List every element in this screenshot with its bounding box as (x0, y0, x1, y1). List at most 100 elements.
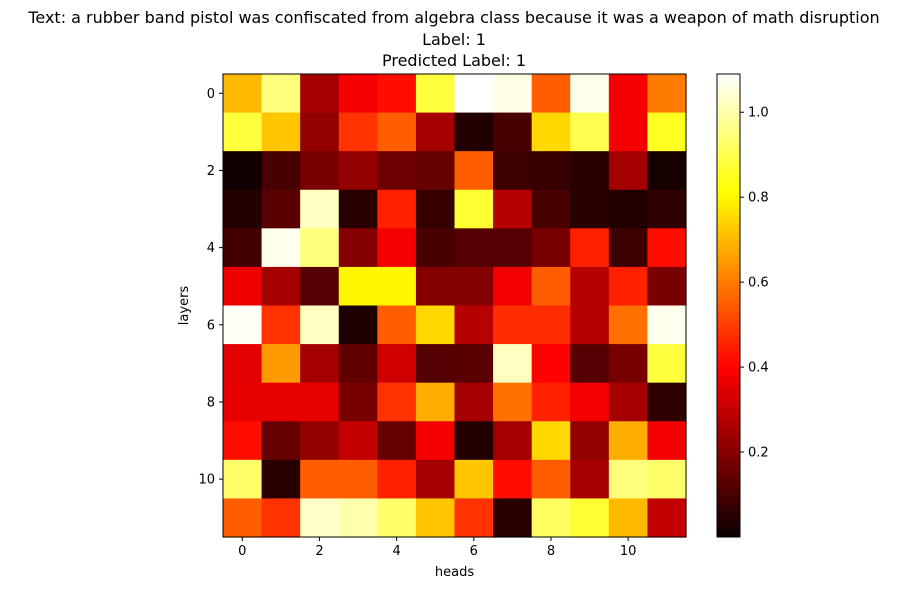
y-tick-label: 8 (207, 395, 215, 410)
heatmap-cell (223, 151, 263, 191)
heatmap-cell (338, 151, 378, 191)
heatmap-cell (608, 74, 649, 114)
heatmap-cell (415, 189, 456, 229)
heatmap-cell (493, 189, 533, 229)
x-axis-ticks: 0 2 4 6 8 10 (238, 537, 636, 559)
heatmap-cell (377, 421, 417, 461)
heatmap-cell (531, 74, 571, 114)
heatmap-cell (338, 421, 378, 461)
heatmap-cell (454, 189, 494, 229)
heatmap-cell (454, 459, 494, 500)
heatmap-cell (415, 305, 456, 345)
heatmap-cell (300, 344, 340, 384)
heatmap-cell (531, 382, 571, 422)
x-tick-label: 0 (238, 544, 246, 559)
heatmap-cell (300, 459, 340, 500)
heatmap-cell (377, 344, 417, 384)
heatmap-cell (338, 344, 378, 384)
heatmap-cell (531, 421, 571, 461)
heatmap-cell (415, 382, 456, 422)
heatmap-cell (570, 112, 610, 152)
heatmap-cell (454, 74, 494, 114)
heatmap-cell (647, 421, 687, 461)
heatmap-cell (570, 305, 610, 345)
heatmap-cell (261, 189, 301, 229)
x-tick-label: 4 (392, 544, 400, 559)
heatmap-cell (338, 228, 378, 268)
heatmap-cell (647, 228, 687, 268)
heatmap-cell (338, 305, 378, 345)
heatmap-cell (454, 228, 494, 268)
heatmap-cell (570, 189, 610, 229)
y-axis-ticks: 0 2 4 6 8 10 (198, 87, 223, 488)
heatmap-cell (493, 266, 533, 307)
heatmap-cell (300, 189, 340, 229)
heatmap-cell (261, 498, 301, 538)
heatmap-cell (415, 74, 456, 114)
heatmap-cell (493, 305, 533, 345)
heatmap-cell (300, 74, 340, 114)
heatmap-cell (223, 421, 263, 461)
heatmap-cell (377, 459, 417, 500)
heatmap-cell (454, 382, 494, 422)
heatmap-cell (300, 382, 340, 422)
heatmap-cell (493, 228, 533, 268)
heatmap-cell (415, 344, 456, 384)
heatmap-cell (647, 112, 687, 152)
heatmap-cell (377, 228, 417, 268)
heatmap-cell (570, 344, 610, 384)
y-tick-label: 6 (207, 318, 215, 333)
heatmap-cell (261, 305, 301, 345)
colorbar-tick-label: 0.8 (748, 191, 769, 206)
chart-title-line-2: Label: 1 (422, 30, 486, 49)
colorbar (716, 73, 741, 538)
heatmap-cell (454, 421, 494, 461)
heatmap-cell (454, 112, 494, 152)
heatmap-cell (261, 151, 301, 191)
heatmap-cell (223, 498, 263, 538)
heatmap-cell (415, 228, 456, 268)
heatmap-cell (493, 151, 533, 191)
heatmap-cell (415, 112, 456, 152)
heatmap-cell (531, 266, 571, 307)
x-axis-label: heads (435, 565, 474, 580)
heatmap-cell (261, 266, 301, 307)
heatmap-cell (300, 305, 340, 345)
heatmap-cell (300, 228, 340, 268)
heatmap-cell (493, 382, 533, 422)
heatmap-cell (338, 382, 378, 422)
heatmap-cell (377, 498, 417, 538)
heatmap-cell (223, 266, 263, 307)
x-tick-label: 10 (620, 544, 637, 559)
heatmap-cell (531, 344, 571, 384)
heatmap-cell (608, 112, 649, 152)
heatmap-cell (300, 266, 340, 307)
heatmap-cell (531, 112, 571, 152)
heatmap-cell (531, 189, 571, 229)
heatmap-cell (415, 459, 456, 500)
heatmap-cell (493, 74, 533, 114)
heatmap-cell (608, 151, 649, 191)
colorbar-ticks: 0.2 0.4 0.6 0.8 1.0 (740, 106, 769, 461)
heatmap-cell (261, 112, 301, 152)
heatmap-cell (223, 228, 263, 268)
y-tick-label: 4 (207, 241, 215, 256)
heatmap-cell (223, 382, 263, 422)
heatmap-cell (415, 266, 456, 307)
heatmap-cell (531, 305, 571, 345)
plot-frame (222, 73, 687, 538)
heatmap-cell (570, 228, 610, 268)
chart-title-line-3: Predicted Label: 1 (381, 51, 526, 70)
y-axis-label: layers (177, 286, 192, 326)
heatmap-cell (338, 459, 378, 500)
heatmap-cell (647, 305, 687, 345)
heatmap-cell (223, 305, 263, 345)
heatmap-cell (223, 459, 263, 500)
heatmap-cell (300, 498, 340, 538)
heatmap-cell (608, 228, 649, 268)
heatmap-cell (377, 112, 417, 152)
heatmap-cell (608, 382, 649, 422)
heatmap-cell (261, 421, 301, 461)
heatmap-cell (531, 459, 571, 500)
